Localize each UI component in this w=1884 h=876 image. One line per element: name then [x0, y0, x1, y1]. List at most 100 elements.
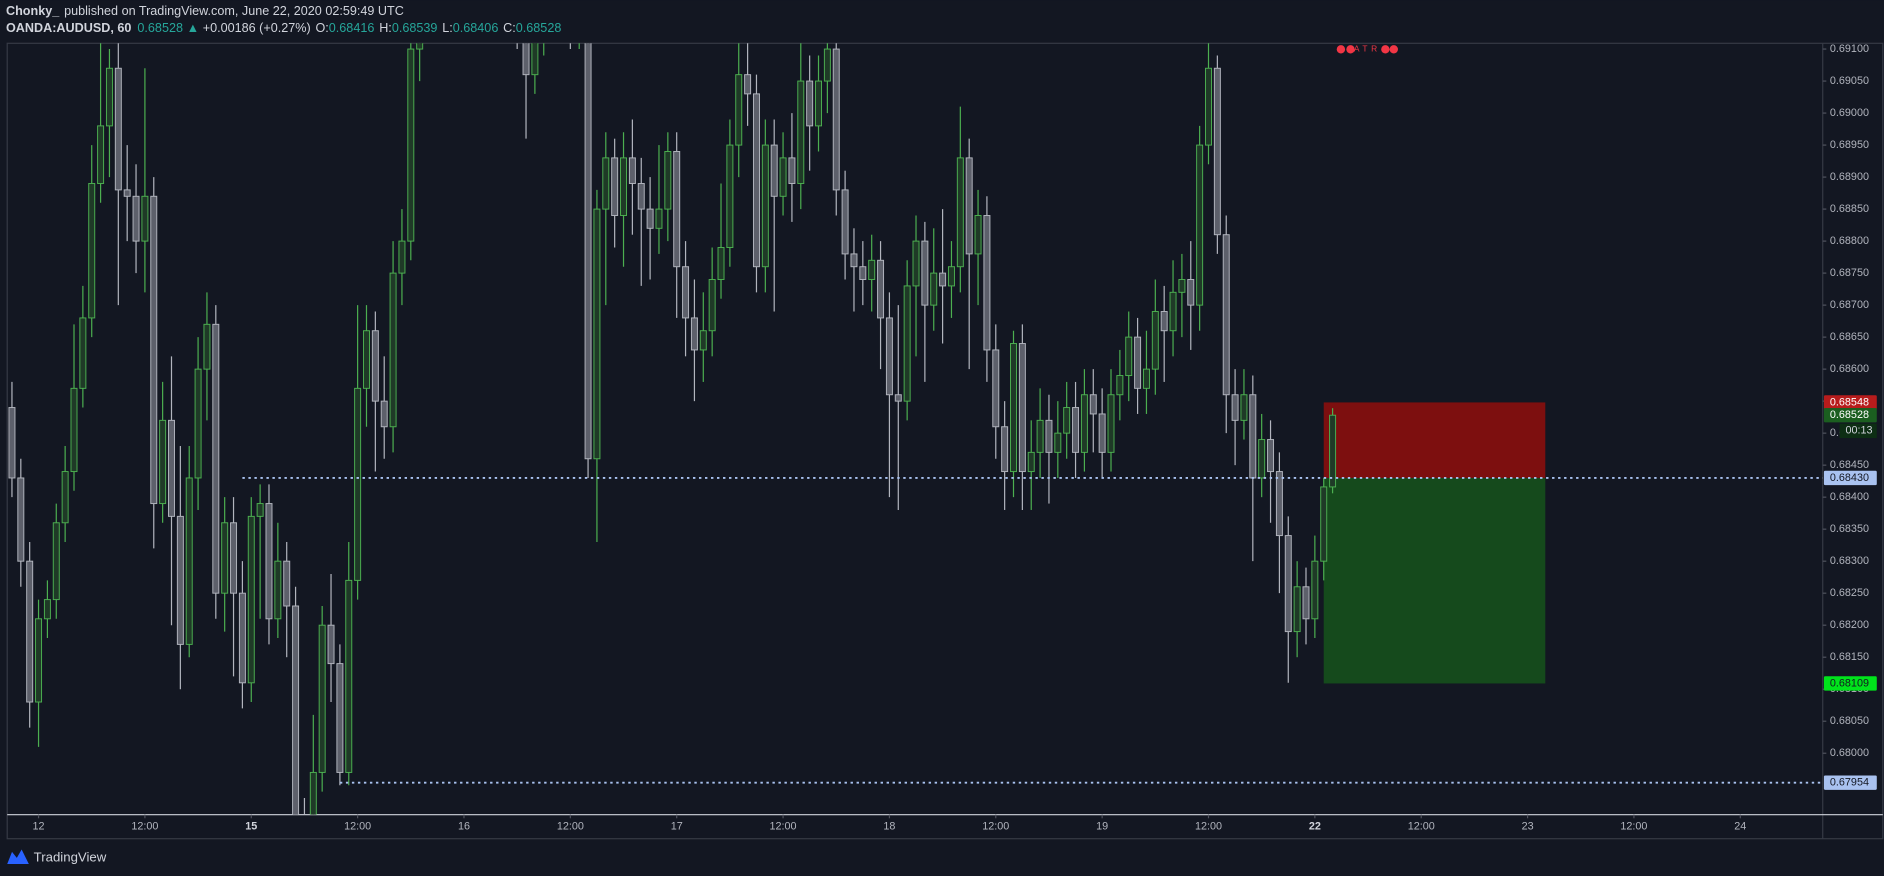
- candle-body: [1125, 336, 1133, 377]
- y-tick-label: 0.68250: [1830, 587, 1869, 599]
- candle-body: [185, 477, 193, 645]
- candle-body: [877, 259, 885, 319]
- candle-body: [823, 48, 831, 82]
- candle-body: [309, 771, 317, 815]
- y-tick-label: 0.69100: [1830, 43, 1869, 55]
- candle-body: [238, 592, 246, 684]
- x-tick-label: 12:00: [557, 821, 584, 833]
- candle-body: [1054, 432, 1062, 453]
- position-profit-zone: [1323, 477, 1546, 684]
- candle-body: [1293, 586, 1301, 633]
- candle-body: [168, 419, 175, 517]
- publish-line: Chonky_ published on TradingView.com, Jun…: [6, 4, 404, 18]
- candle-body: [318, 624, 326, 773]
- candle-body: [1169, 291, 1177, 332]
- x-tick-label: 24: [1734, 821, 1746, 833]
- candle-body: [841, 189, 849, 255]
- candle-body: [779, 157, 787, 197]
- ohlc-label: L:: [442, 21, 453, 35]
- x-tick-label: 12:00: [1620, 821, 1647, 833]
- up-arrow: ▲: [187, 21, 199, 35]
- candle-body: [265, 503, 273, 620]
- author[interactable]: Chonky_: [6, 4, 60, 18]
- candle-body: [956, 157, 964, 268]
- candle-body: [584, 43, 592, 460]
- candle-body: [221, 522, 229, 594]
- candle-body: [1116, 375, 1124, 396]
- y-tick-label: 0.69050: [1830, 75, 1869, 87]
- candle-body: [1134, 336, 1142, 389]
- candle-body: [646, 208, 654, 229]
- y-tick-label: 0.68600: [1830, 363, 1869, 375]
- candle-body: [1249, 394, 1257, 479]
- atr-indicator: ATR: [1336, 44, 1398, 54]
- candle-body: [1001, 426, 1009, 473]
- candle-body: [708, 279, 716, 332]
- candle-body: [43, 599, 51, 620]
- candle-body: [194, 368, 202, 479]
- candle-body: [1018, 343, 1026, 473]
- x-tick-label: 15: [245, 821, 257, 833]
- x-tick-label: 16: [458, 821, 470, 833]
- candle-body: [363, 330, 370, 389]
- level-label: 0.68528: [1830, 409, 1869, 421]
- candle-body: [1222, 234, 1230, 396]
- candle-body: [806, 80, 814, 127]
- change: +0.00186 (+0.27%): [203, 21, 311, 35]
- chart-frame: [6, 42, 1884, 840]
- candle-body: [531, 43, 539, 76]
- candle-body: [61, 471, 69, 524]
- published: published on TradingView.com, June 22, 2…: [64, 4, 404, 18]
- candle-body: [1231, 394, 1239, 421]
- candle-body: [912, 240, 920, 287]
- candle-body: [992, 349, 1000, 428]
- last-price: 0.68528: [137, 21, 183, 35]
- y-tick-label: 0.68650: [1830, 331, 1869, 343]
- candle-body: [930, 272, 938, 306]
- candle-body: [673, 151, 681, 268]
- candle-body: [894, 394, 902, 402]
- candle-body: [947, 266, 955, 287]
- x-tick-label: 12:00: [1408, 821, 1435, 833]
- candle-body: [974, 215, 982, 255]
- candle-body: [1160, 311, 1168, 332]
- candle-body: [35, 618, 43, 703]
- y-tick-label: 0.68400: [1830, 491, 1869, 503]
- candle-body: [664, 151, 672, 210]
- candle-body: [921, 240, 929, 306]
- footer-text: TradingView: [34, 849, 107, 864]
- x-tick-label: 12:00: [1195, 821, 1222, 833]
- candle-body: [1267, 439, 1275, 473]
- candle-body: [1205, 67, 1212, 146]
- candle-body: [593, 208, 601, 460]
- candle-body: [1329, 414, 1337, 488]
- y-tick-label: 0.69000: [1830, 107, 1869, 119]
- y-tick-label: 0.68850: [1830, 203, 1869, 215]
- candle-body: [602, 157, 610, 210]
- level-label: 0.67954: [1830, 777, 1869, 789]
- candle-body: [70, 387, 78, 473]
- ohlc-value: 0.68416: [329, 21, 375, 35]
- candle-body: [114, 67, 122, 191]
- y-tick-label: 0.68450: [1830, 459, 1869, 471]
- candle-body: [212, 323, 220, 594]
- level-label-bg: [1823, 408, 1877, 423]
- x-tick-label: 23: [1522, 821, 1534, 833]
- candle-body: [1063, 407, 1071, 434]
- y-tick-label: 0.68000: [1830, 747, 1869, 759]
- ohlc-label: O:: [315, 21, 328, 35]
- candle-body: [850, 253, 858, 268]
- candle-body: [52, 522, 60, 601]
- candle-body: [522, 43, 530, 76]
- candle-body: [628, 157, 636, 184]
- y-tick-label: 0.68200: [1830, 619, 1869, 631]
- candle-body: [983, 215, 991, 351]
- candle-body: [797, 80, 805, 184]
- candle-body: [1275, 471, 1283, 537]
- candle-body: [380, 400, 388, 428]
- ohlc-label: C:: [503, 21, 516, 35]
- candle-body: [105, 67, 113, 127]
- ohlc-label: H:: [379, 21, 392, 35]
- candle-body: [1151, 311, 1159, 370]
- y-tick-label: 0.68800: [1830, 235, 1869, 247]
